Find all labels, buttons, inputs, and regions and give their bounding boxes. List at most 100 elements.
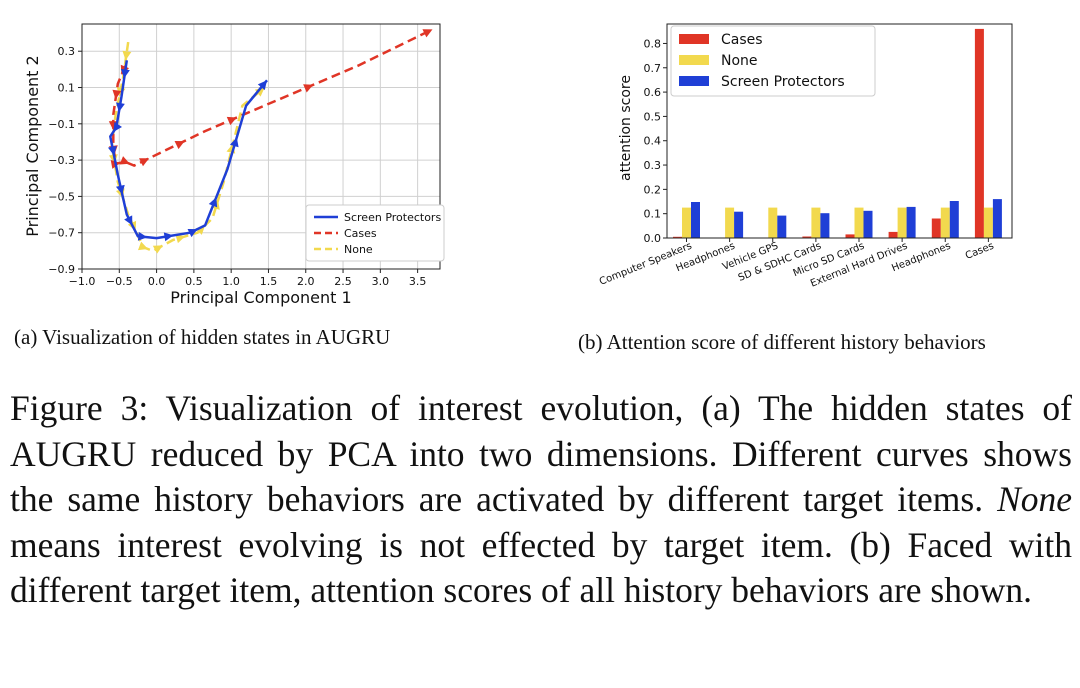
- pca-arrow-screen-protectors: [229, 137, 239, 148]
- attention-y-tick-label: 0.5: [644, 110, 662, 123]
- attention-bar-none: [768, 207, 778, 238]
- attention-bar-screen-protectors: [691, 202, 700, 238]
- attention-bar-none: [811, 207, 821, 238]
- pca-x-tick-label: 1.5: [260, 275, 278, 288]
- pca-y-tick-label: −0.5: [48, 190, 75, 203]
- pca-series-group: [107, 28, 434, 254]
- pca-x-axis-label: Principal Component 1: [170, 288, 351, 307]
- pca-arrow-none: [152, 245, 163, 254]
- subfigure-b-caption: (b) Attention score of different history…: [578, 330, 986, 354]
- pca-arrow-none: [137, 241, 148, 251]
- pca-arrow-screen-protectors: [124, 215, 133, 226]
- pca-x-tick-label: 2.0: [297, 275, 315, 288]
- pca-arrow-screen-protectors: [115, 102, 125, 112]
- pca-series-cases: [112, 28, 434, 167]
- pca-x-tick-label: −0.5: [106, 275, 133, 288]
- pca-arrow-screen-protectors: [208, 197, 218, 208]
- attention-bar-none: [983, 207, 993, 238]
- pca-arrow-screen-protectors: [187, 229, 198, 238]
- pca-legend-label: Screen Protectors: [344, 211, 441, 224]
- pca-arrow-cases: [226, 116, 237, 126]
- pca-arrow-none: [175, 234, 186, 244]
- pca-y-tick-label: −0.9: [48, 263, 75, 276]
- pca-y-tick-label: −0.1: [48, 118, 75, 131]
- attention-bar-cases: [974, 28, 984, 239]
- pca-arrow-screen-protectors: [257, 80, 267, 91]
- attention-bar-none: [725, 207, 735, 238]
- attention-bar-cases: [802, 236, 812, 238]
- pca-arrow-screen-protectors: [163, 232, 174, 242]
- pca-arrow-screen-protectors: [107, 145, 117, 156]
- pca-y-tick-label: −0.3: [48, 154, 75, 167]
- pca-arrow-cases: [174, 141, 185, 150]
- attention-legend-swatch: [679, 76, 709, 86]
- caption-emphasis: None: [997, 479, 1072, 519]
- pca-y-ticks: 0.3 0.1 −0.1 −0.3 −0.5 −0.7 −0.9: [48, 45, 82, 276]
- pca-line-chart: −1.0 −0.5 0.0 0.5 1.0 1.5 2.0 2.5 3.0 3.5 0.3 0.1 −…: [23, 23, 445, 307]
- pca-x-tick-label: 2.5: [334, 275, 352, 288]
- pca-arrow-cases: [303, 84, 314, 93]
- caption-text-suffix: means interest evolving is not effected …: [10, 524, 1072, 611]
- attention-bar-cases: [673, 236, 682, 238]
- pca-arrow-cases: [422, 29, 433, 38]
- pca-x-tick-label: 1.0: [222, 275, 240, 288]
- attention-y-tick-label: 0.6: [644, 86, 662, 99]
- pca-series-screen-protectors: [109, 60, 268, 240]
- attention-y-tick-label: 0.4: [644, 135, 662, 148]
- attention-bar-chart: 0.0 0.1 0.2 0.3 0.4 0.5 0.6 0.7 0.8 Computer Spe…: [598, 23, 1013, 290]
- pca-x-ticks: −1.0 −0.5 0.0 0.5 1.0 1.5 2.0 2.5 3.0 3.5: [69, 269, 427, 288]
- pca-y-axis-label: Principal Component 2: [23, 55, 42, 236]
- pca-arrow-screen-protectors: [113, 122, 123, 132]
- attention-y-tick-label: 0.7: [644, 62, 662, 75]
- attention-legend: Cases None Screen Protectors: [670, 25, 876, 97]
- attention-bar-screen-protectors: [863, 210, 873, 238]
- pca-x-tick-label: 0.0: [148, 275, 166, 288]
- pca-arrow-screen-protectors: [137, 231, 148, 241]
- attention-y-tick-label: 0.1: [644, 208, 662, 221]
- attention-y-tick-label: 0.2: [644, 183, 662, 196]
- pca-y-tick-label: 0.3: [58, 45, 76, 58]
- attention-bar-none: [854, 207, 864, 238]
- attention-bar-screen-protectors: [777, 215, 787, 238]
- attention-bar-screen-protectors: [992, 199, 1002, 238]
- pca-arrow-screen-protectors: [120, 68, 130, 79]
- pca-x-tick-label: −1.0: [69, 275, 96, 288]
- attention-legend-swatch: [679, 55, 709, 65]
- pca-y-tick-label: −0.7: [48, 227, 75, 240]
- pca-legend-label: None: [344, 243, 373, 256]
- attention-bar-none: [940, 207, 950, 238]
- attention-legend-label: Cases: [721, 32, 763, 48]
- attention-bar-cases: [888, 231, 898, 238]
- attention-legend-label: Screen Protectors: [721, 74, 845, 90]
- pca-legend: Screen Protectors Cases None: [305, 204, 445, 262]
- attention-bar-cases: [931, 218, 941, 238]
- attention-y-axis-label: attention score: [618, 75, 634, 181]
- subfigure-a-caption: (a) Visualization of hidden states in AU…: [14, 325, 391, 349]
- attention-legend-label: None: [721, 53, 758, 69]
- attention-bar-screen-protectors: [949, 201, 959, 238]
- pca-x-tick-label: 0.5: [185, 275, 203, 288]
- attention-bar-none: [897, 207, 907, 238]
- caption-text-prefix: Figure 3: Visualization of interest evol…: [10, 388, 1072, 519]
- attention-y-ticks: 0.0 0.1 0.2 0.3 0.4 0.5 0.6 0.7 0.8: [644, 37, 667, 245]
- pca-arrow-cases: [119, 156, 130, 165]
- attention-bars-group: [673, 28, 1002, 239]
- pca-legend-box: [305, 204, 445, 262]
- pca-arrow-screen-protectors: [115, 184, 125, 195]
- attention-bar-none: [682, 207, 691, 238]
- attention-bar-screen-protectors: [906, 206, 916, 238]
- pca-x-tick-label: 3.5: [409, 275, 427, 288]
- pca-arrow-none: [122, 50, 132, 61]
- attention-x-tick-label: Cases: [964, 241, 996, 262]
- pca-arrow-none: [254, 87, 265, 97]
- pca-legend-label: Cases: [344, 227, 377, 240]
- attention-legend-swatch: [679, 34, 709, 44]
- attention-bar-screen-protectors: [734, 211, 744, 238]
- pca-plot-frame: [81, 23, 441, 270]
- attention-legend-box: [670, 25, 876, 97]
- pca-x-tick-label: 3.0: [372, 275, 390, 288]
- attention-plot-frame: [666, 23, 1013, 239]
- pca-arrow-cases: [112, 89, 122, 100]
- pca-series-none: [110, 41, 266, 253]
